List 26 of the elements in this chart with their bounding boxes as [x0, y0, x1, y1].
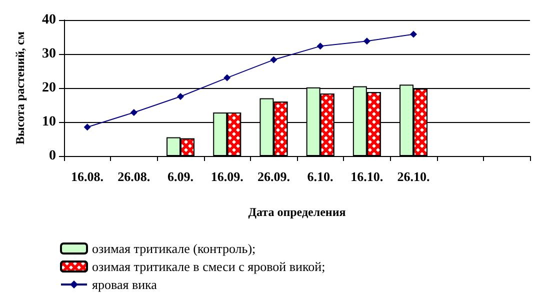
- x-tick-label: 26.08.: [118, 169, 150, 184]
- x-tick-label: 16.08.: [71, 169, 104, 184]
- point: [363, 38, 370, 45]
- x-tick-label: 6.10.: [307, 169, 334, 184]
- point: [177, 93, 184, 100]
- legend-label: озимая тритикале (контроль);: [92, 241, 256, 256]
- x-tick-label: 6.09.: [168, 169, 194, 184]
- point: [270, 56, 278, 64]
- point: [224, 74, 231, 82]
- legend-label: яровая вика: [92, 277, 158, 292]
- y-axis-title: Высота растений, см: [13, 31, 27, 145]
- y-tick-label: 20: [42, 80, 56, 96]
- point: [316, 42, 324, 50]
- point: [84, 124, 91, 131]
- x-tick-label: 26.09.: [257, 169, 290, 184]
- x-axis-title: Дата определения: [248, 205, 346, 219]
- legend-label: озимая тритикале в смеси с яровой викой;: [92, 259, 326, 274]
- x-tick-label: 26.10.: [397, 169, 430, 184]
- x-tick-label: 16.10.: [350, 169, 384, 184]
- y-tick-label: 0: [49, 148, 56, 164]
- y-tick-label: 30: [42, 46, 56, 62]
- point: [130, 108, 138, 116]
- x-tick-label: 16.09.: [210, 169, 244, 184]
- y-tick-label: 10: [42, 114, 56, 130]
- y-tick-label: 40: [42, 12, 56, 28]
- point: [410, 30, 417, 38]
